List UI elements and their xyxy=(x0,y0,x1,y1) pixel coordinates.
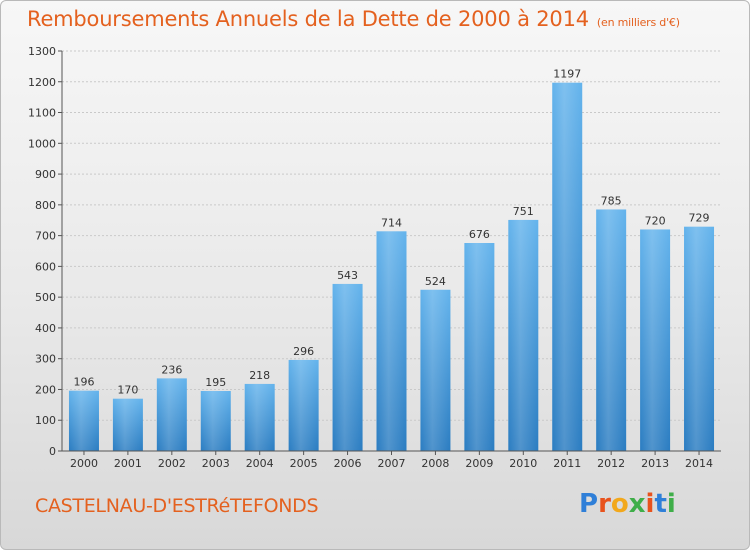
logo-letter: r xyxy=(598,489,611,519)
bar-highlight xyxy=(376,231,407,451)
bar-highlight xyxy=(552,82,583,451)
y-tick-label: 400 xyxy=(35,322,56,335)
bar-value-label: 729 xyxy=(689,212,710,225)
bar-value-label: 218 xyxy=(249,369,270,382)
y-tick-label: 500 xyxy=(35,291,56,304)
bar-value-label: 196 xyxy=(73,376,94,389)
bar-highlight xyxy=(112,398,143,451)
logo-letter: i xyxy=(645,489,655,519)
commune-name: CASTELNAU-D'ESTRéTEFONDS xyxy=(35,495,319,517)
bar-highlight xyxy=(200,391,231,451)
logo-letter: o xyxy=(610,489,629,519)
x-tick-label: 2008 xyxy=(421,457,449,470)
x-tick-label: 2012 xyxy=(597,457,625,470)
logo-letter: P xyxy=(579,489,599,519)
bar-highlight xyxy=(640,229,671,451)
y-tick-label: 900 xyxy=(35,168,56,181)
bar-value-label: 524 xyxy=(425,275,446,288)
y-tick-label: 600 xyxy=(35,260,56,273)
bar-value-label: 296 xyxy=(293,345,314,358)
bar-highlight xyxy=(420,289,451,451)
x-tick-label: 2000 xyxy=(70,457,98,470)
y-tick-label: 800 xyxy=(35,199,56,212)
bar-value-label: 785 xyxy=(601,194,622,207)
bar-value-label: 170 xyxy=(117,384,138,397)
y-tick-label: 1100 xyxy=(28,107,56,120)
bar-highlight xyxy=(464,243,495,451)
y-tick-label: 1300 xyxy=(28,45,56,58)
chart-title: Remboursements Annuels de la Dette de 20… xyxy=(27,7,680,31)
x-tick-label: 2003 xyxy=(202,457,230,470)
x-tick-label: 2007 xyxy=(378,457,406,470)
x-tick-label: 2009 xyxy=(465,457,493,470)
bars-group xyxy=(68,82,715,451)
bar-highlight xyxy=(156,378,187,451)
bar-value-label: 236 xyxy=(161,363,182,376)
bar-highlight xyxy=(244,383,275,451)
bar-value-label: 676 xyxy=(469,228,490,241)
bar-value-label: 1197 xyxy=(553,68,581,81)
bar-value-label: 720 xyxy=(645,214,666,227)
axes xyxy=(58,50,721,455)
x-tick-label: 2010 xyxy=(509,457,537,470)
y-tick-label: 200 xyxy=(35,383,56,396)
logo-letter: t xyxy=(654,489,667,519)
proxiti-logo: Proxiti xyxy=(579,489,676,519)
x-tick-label: 2001 xyxy=(114,457,142,470)
bar-value-label: 195 xyxy=(205,376,226,389)
bar-value-label: 751 xyxy=(513,205,534,218)
x-tick-label: 2014 xyxy=(685,457,713,470)
y-tick-label: 100 xyxy=(35,414,56,427)
y-tick-label: 300 xyxy=(35,353,56,366)
x-tick-label: 2013 xyxy=(641,457,669,470)
logo-letter: x xyxy=(628,489,646,519)
x-tick-label: 2005 xyxy=(290,457,318,470)
bar-value-label: 543 xyxy=(337,269,358,282)
bar-highlight xyxy=(684,226,715,451)
bar-highlight xyxy=(68,390,99,451)
chart-unit: (en milliers d'€) xyxy=(596,16,680,29)
bar-highlight xyxy=(288,359,319,451)
chart-title-text: Remboursements Annuels de la Dette de 20… xyxy=(27,7,589,31)
y-tick-label: 1000 xyxy=(28,137,56,150)
bar-value-label: 714 xyxy=(381,216,402,229)
x-tick-label: 2002 xyxy=(158,457,186,470)
y-tick-label: 0 xyxy=(49,445,56,458)
x-tick-label: 2011 xyxy=(553,457,581,470)
bar-highlight xyxy=(596,209,627,451)
bar-highlight xyxy=(332,283,363,451)
tick-labels: 0 100 200 300 400 500 600 700 800 900 1000 1100 1200… xyxy=(28,45,713,470)
logo-letter: i xyxy=(666,489,676,519)
bar-highlight xyxy=(508,219,539,451)
y-tick-label: 1200 xyxy=(28,76,56,89)
x-tick-label: 2004 xyxy=(246,457,274,470)
y-tick-label: 700 xyxy=(35,230,56,243)
x-tick-label: 2006 xyxy=(334,457,362,470)
